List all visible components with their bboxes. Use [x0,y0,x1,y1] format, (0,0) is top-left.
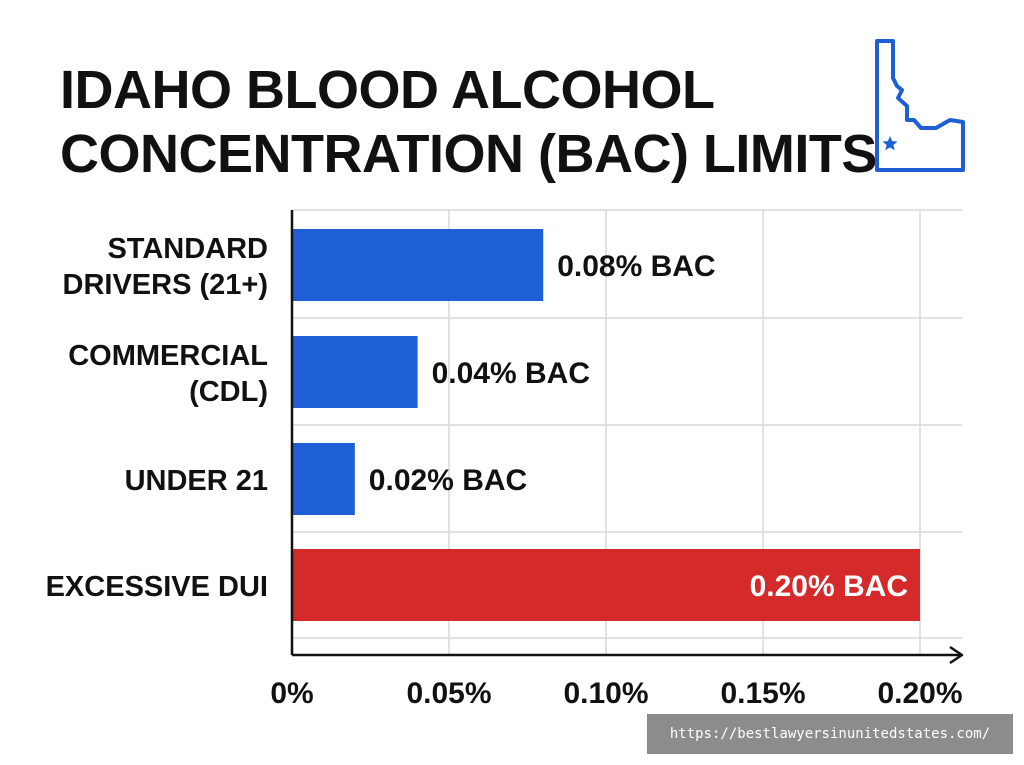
chart-title: IDAHO BLOOD ALCOHOL CONCENTRATION (BAC) … [60,58,877,186]
chart-title-line-2: CONCENTRATION (BAC) LIMITS [60,124,877,184]
data-label: 0.02% BAC [369,464,527,497]
idaho-state-outline-icon [875,39,965,172]
bar [292,229,544,301]
data-label: 0.08% BAC [557,250,715,283]
bar [292,443,355,515]
x-tick-label: 0.10% [563,677,648,710]
category-label: UNDER 21 [125,465,268,497]
bar [292,549,920,621]
category-label: EXCESSIVE DUI [46,571,268,603]
category-label: (CDL) [189,376,268,408]
x-tick-label: 0.15% [720,677,805,710]
source-url-watermark: https://bestlawyersinunitedstates.com/ [647,714,1013,754]
category-label: STANDARD [107,233,268,265]
x-axis-arrow [949,645,964,665]
category-label: COMMERCIAL [68,340,268,372]
x-tick-label: 0% [270,677,313,710]
data-label: 0.04% BAC [432,357,590,390]
category-label: DRIVERS (21+) [63,269,268,301]
x-tick-label: 0.05% [406,677,491,710]
chart-title-line-1: IDAHO BLOOD ALCOHOL [60,60,715,120]
bar [292,336,418,408]
x-tick-label: 0.20% [877,677,962,710]
data-label: 0.20% BAC [750,570,908,603]
